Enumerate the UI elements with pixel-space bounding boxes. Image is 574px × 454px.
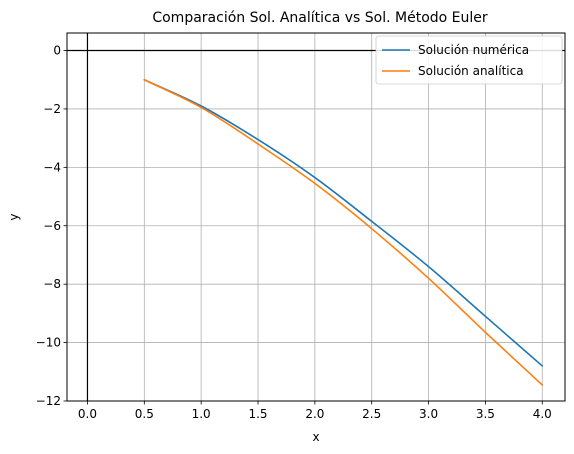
x-tick-label: 0.5: [135, 407, 154, 421]
x-tick-label: 0.0: [78, 407, 97, 421]
legend-label: Solución numérica: [418, 43, 529, 57]
series-line-1: [143, 78, 544, 367]
y-tick-label: −2: [43, 102, 61, 116]
series-line-2: [143, 78, 544, 386]
legend-label: Solución analítica: [418, 64, 524, 78]
y-tick-label: 0: [53, 44, 61, 58]
series-group: [143, 78, 544, 386]
legend-box: [375, 35, 563, 85]
x-tick-label: 3.5: [476, 407, 495, 421]
x-tick-label: 2.5: [362, 407, 381, 421]
y-tick-label: −6: [43, 219, 61, 233]
x-tick-label: 1.0: [192, 407, 211, 421]
x-tick-label: 1.5: [248, 407, 267, 421]
x-axis: 0.0 0.5 1.0 1.5 2.0 2.5 3.0 3.5 4.0: [78, 401, 552, 421]
chart-title: Comparación Sol. Analítica vs Sol. Métod…: [152, 10, 488, 26]
y-tick-label: −8: [43, 277, 61, 291]
plot-frame: [66, 32, 566, 402]
legend: Solución numérica Solución analítica: [375, 35, 563, 85]
y-tick-label: −4: [43, 160, 61, 174]
x-axis-label: x: [312, 430, 319, 444]
x-tick-label: 4.0: [533, 407, 552, 421]
x-tick-label: 2.0: [305, 407, 324, 421]
y-tick-label: −12: [36, 394, 61, 408]
y-axis: 0 −2 −4 −6 −8 −10 −12: [36, 44, 67, 408]
y-axis-label: y: [7, 213, 21, 220]
y-tick-label: −10: [36, 336, 61, 350]
x-tick-label: 3.0: [419, 407, 438, 421]
